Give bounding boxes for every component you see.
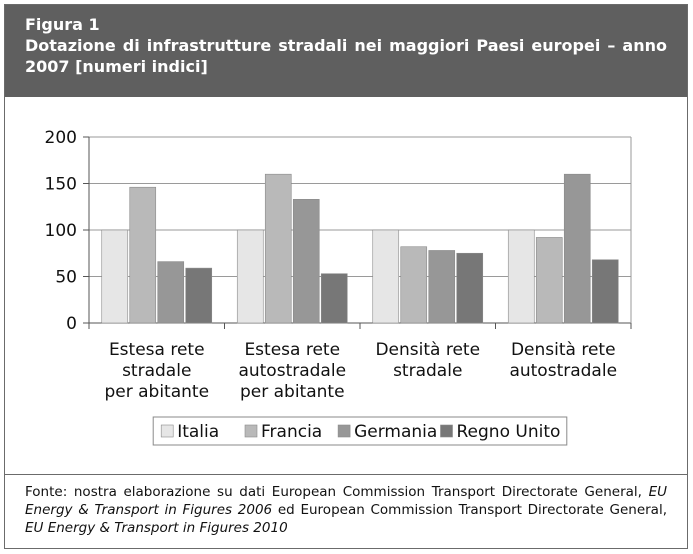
x-category-label-1-line3: per abitante xyxy=(104,382,209,402)
bar-italia-cat4 xyxy=(507,229,535,324)
figure-header: Figura 1 Dotazione di infrastrutture str… xyxy=(5,5,687,97)
chart-area: 0 50 100 150 200 Estesa rete stradale per abita… xyxy=(5,97,687,471)
bar-germania-cat3 xyxy=(428,250,456,324)
y-tick-label-200: 200 xyxy=(45,128,77,148)
bar-italia-cat1 xyxy=(101,229,129,324)
legend-box xyxy=(152,416,568,446)
x-category-label-2-line3: per abitante xyxy=(240,382,345,402)
x-category-label-4-line1: Densità rete xyxy=(511,340,616,360)
bar-francia-cat1 xyxy=(129,186,157,324)
legend-swatch-regno-unito xyxy=(440,424,453,438)
legend-swatch-italia xyxy=(160,424,174,438)
bar-italia-cat3 xyxy=(372,229,400,324)
x-category-label-1-line1: Estesa rete xyxy=(109,340,205,360)
bar-regno-unito-cat3 xyxy=(456,252,484,324)
bar-germania-cat4 xyxy=(563,173,591,324)
bar-francia-cat2 xyxy=(264,173,292,324)
legend-label-italia: Italia xyxy=(177,422,219,442)
bar-francia-cat3 xyxy=(400,246,428,324)
source-middle: ed European Commission Transport Directo… xyxy=(272,502,667,518)
source-publication-2010: EU Energy & Transport in Figures 2010 xyxy=(25,520,288,536)
bar-francia-cat4 xyxy=(535,237,563,324)
y-tick-label-0: 0 xyxy=(66,314,77,334)
x-category-label-2-line1: Estesa rete xyxy=(244,340,340,360)
x-category-label-4-line2: autostradale xyxy=(509,361,617,381)
figure-frame: Figura 1 Dotazione di infrastrutture str… xyxy=(4,4,688,549)
x-category-label-1-line2: stradale xyxy=(122,361,191,381)
x-category-label-3-line2: stradale xyxy=(393,361,462,381)
bar-italia-cat2 xyxy=(236,229,264,324)
x-category-label-2-line2: autostradale xyxy=(238,361,346,381)
source-publication-2006: EU Energy & Transport in Figures 2006 xyxy=(25,484,667,518)
bar-germania-cat2 xyxy=(292,199,320,324)
legend-label-germania: Germania xyxy=(354,422,437,442)
y-tick-label-100: 100 xyxy=(45,221,77,241)
x-category-label-3-line1: Densità rete xyxy=(375,340,480,360)
bar-germania-cat1 xyxy=(157,261,185,324)
y-tick-label-50: 50 xyxy=(55,268,77,288)
bar-regno-unito-cat4 xyxy=(591,259,619,324)
bar-regno-unito-cat1 xyxy=(185,267,213,324)
legend-swatch-germania xyxy=(337,424,351,438)
source-prefix: Fonte: nostra elaborazione su dati Europ… xyxy=(25,484,649,500)
figure-title: Dotazione di infrastrutture stradali nei… xyxy=(25,36,667,76)
figure-label: Figura 1 xyxy=(25,15,100,34)
source-note: Fonte: nostra elaborazione su dati Europ… xyxy=(25,483,667,537)
legend-label-regno-unito: Regno Unito xyxy=(457,422,561,442)
bar-regno-unito-cat2 xyxy=(320,273,348,324)
legend-swatch-francia xyxy=(244,424,258,438)
y-tick-label-150: 150 xyxy=(45,175,77,195)
divider-line xyxy=(5,474,687,475)
legend-label-francia: Francia xyxy=(261,422,322,442)
